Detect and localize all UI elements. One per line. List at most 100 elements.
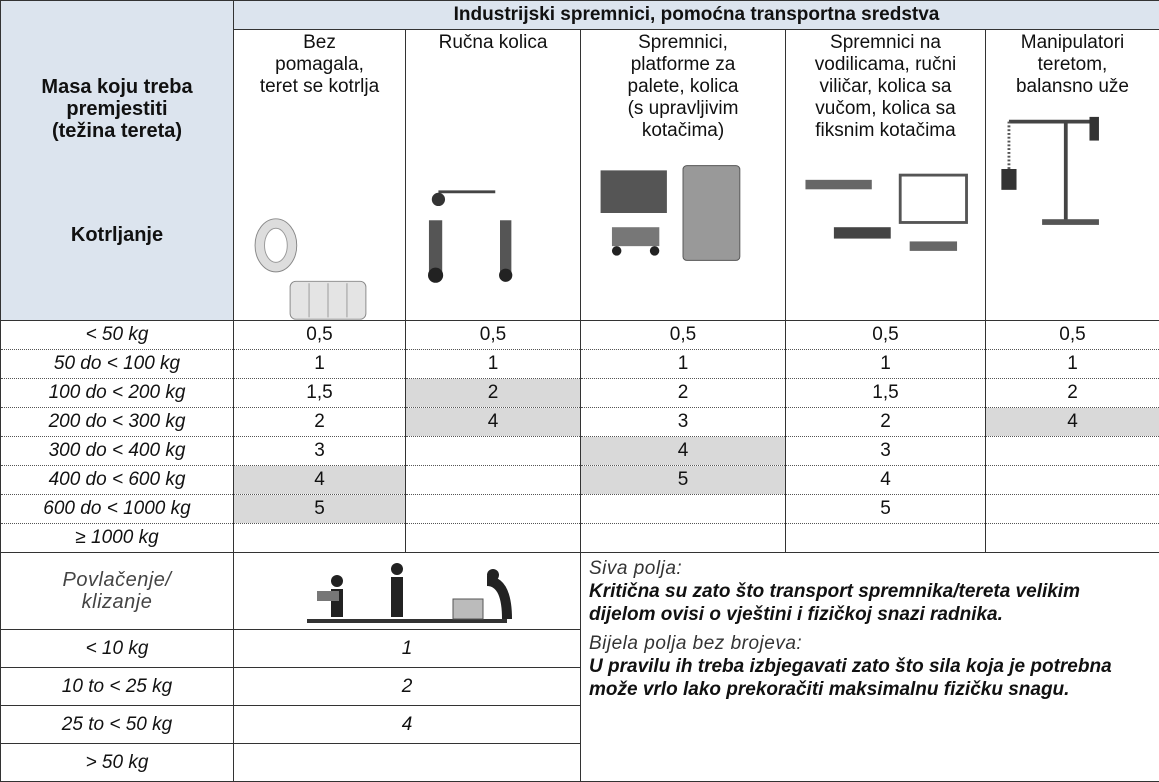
- column-header: Manipulatori teretom, balansno uže: [985, 29, 1159, 321]
- value-cell: [405, 436, 581, 466]
- value-cell: 0,5: [405, 320, 581, 350]
- value-cell: 4: [405, 407, 581, 437]
- group-row: Masa koju treba premjestiti (težina tere…: [0, 0, 1159, 321]
- value-cell: 4: [785, 465, 986, 495]
- row-sublabel: Kotrljanje: [70, 223, 164, 246]
- note-heading: Bijela polja bez brojeva:: [589, 633, 803, 654]
- row-label: < 50 kg: [0, 320, 234, 350]
- value-cell: [580, 523, 786, 553]
- value-cell: [785, 523, 986, 553]
- rolling-row: 600 do < 1000 kg 5 5: [0, 494, 1159, 524]
- equipment-icon: [428, 190, 513, 283]
- value-cell: 0,5: [233, 320, 406, 350]
- value-cell: [985, 436, 1159, 466]
- value-cell: 3: [580, 407, 786, 437]
- value-cell: [233, 743, 581, 782]
- column-header: Bez pomagala, teret se kotrlja: [233, 29, 406, 321]
- row-label: 200 do < 300 kg: [0, 407, 234, 437]
- note-text: Kritična su zato što transport spremnika…: [589, 581, 1080, 625]
- equipment-icon: [1001, 116, 1099, 225]
- value-cell: 0,5: [985, 320, 1159, 350]
- row-label: 25 to < 50 kg: [0, 705, 234, 744]
- value-cell: 4: [233, 705, 581, 744]
- row-label: Masa koju treba premjestiti (težina tere…: [41, 75, 193, 142]
- rolling-row: 400 do < 600 kg 4 5 4: [0, 465, 1159, 495]
- column-header-text: Spremnici na vodilicama, ručni viličar, …: [814, 32, 957, 141]
- value-cell: 1,5: [233, 378, 406, 408]
- value-cell: 4: [233, 465, 406, 495]
- value-cell: [405, 465, 581, 495]
- row-label: 50 do < 100 kg: [0, 349, 234, 379]
- equipment-icon: [600, 165, 741, 261]
- value-cell: 2: [580, 378, 786, 408]
- row-label: < 10 kg: [0, 629, 234, 668]
- pulling-row: 25 to < 50 kg 4: [0, 705, 1159, 744]
- notes: Siva polja: Kritična su zato što transpor…: [580, 552, 1159, 782]
- rolling-row: < 50 kg 0,5 0,5 0,5 0,5 0,5: [0, 320, 1159, 350]
- column-header-text: Manipulatori teretom, balansno uže: [1015, 32, 1130, 97]
- value-cell: [985, 523, 1159, 553]
- value-cell: [580, 494, 786, 524]
- row-label: 600 do < 1000 kg: [0, 494, 234, 524]
- value-cell: 1: [405, 349, 581, 379]
- row-label: 300 do < 400 kg: [0, 436, 234, 466]
- column-header-text: Bez pomagala, teret se kotrlja: [259, 32, 380, 97]
- column-header: Spremnici, platforme za palete, kolica (…: [580, 29, 786, 321]
- note-heading: Siva polja:: [589, 558, 683, 579]
- rolling-row: ≥ 1000 kg: [0, 523, 1159, 553]
- rolling-row: 200 do < 300 kg 2 4 3 2 4: [0, 407, 1159, 437]
- value-cell: [985, 494, 1159, 524]
- value-cell: 1,5: [785, 378, 986, 408]
- value-cell: 1: [785, 349, 986, 379]
- row-label: ≥ 1000 kg: [0, 523, 234, 553]
- value-cell: 1: [233, 629, 581, 668]
- rolling-row: 100 do < 200 kg 1,5 2 2 1,5 2: [0, 378, 1159, 408]
- value-cell: 0,5: [580, 320, 786, 350]
- value-cell: 5: [785, 494, 986, 524]
- value-cell: 2: [985, 378, 1159, 408]
- rolling-row: 300 do < 400 kg 3 4 3: [0, 436, 1159, 466]
- equipment-icon: [804, 173, 968, 251]
- header-row: Bez pomagala, teret se kotrlja Ručna koli…: [1, 29, 1159, 321]
- value-cell: 0,5: [785, 320, 986, 350]
- pulling-row: 10 to < 25 kg 2: [0, 667, 1159, 706]
- rolling-row: 50 do < 100 kg 1 1 1 1 1: [0, 349, 1159, 379]
- column-header-text: Ručna kolica: [438, 32, 548, 53]
- column-header-text: Spremnici, platforme za palete, kolica (…: [627, 32, 739, 141]
- pulling-row: < 10 kg 1: [0, 629, 1159, 668]
- value-cell: [405, 523, 581, 553]
- pulling-icons: [233, 552, 581, 630]
- column-header: Ručna kolica: [405, 29, 581, 321]
- value-cell: 4: [580, 436, 786, 466]
- value-cell: 1: [580, 349, 786, 379]
- row-label: > 50 kg: [0, 743, 234, 782]
- value-cell: [405, 494, 581, 524]
- row-label: 100 do < 200 kg: [0, 378, 234, 408]
- pulling-title: Povlačenje/ klizanje: [0, 552, 234, 630]
- value-cell: 2: [405, 378, 581, 408]
- value-cell: 2: [233, 407, 406, 437]
- pulling-icon: [307, 563, 512, 623]
- row-label: 10 to < 25 kg: [0, 667, 234, 706]
- value-cell: 5: [233, 494, 406, 524]
- equipment-icon: [254, 218, 367, 320]
- value-cell: 3: [233, 436, 406, 466]
- value-cell: 2: [785, 407, 986, 437]
- pulling-header-row: Povlačenje/ klizanje Siva polja: Kritična …: [0, 552, 1159, 782]
- value-cell: 4: [985, 407, 1159, 437]
- group-title: Industrijski spremnici, pomoćna transpor…: [233, 0, 1159, 30]
- column-header: Spremnici na vodilicama, ručni viličar, …: [785, 29, 986, 321]
- value-cell: [233, 523, 406, 553]
- value-cell: 2: [233, 667, 581, 706]
- note-text: U pravilu ih treba izbjegavati zato što …: [589, 656, 1112, 700]
- value-cell: 1: [233, 349, 406, 379]
- value-cell: [985, 465, 1159, 495]
- value-cell: 5: [580, 465, 786, 495]
- row-label-cell: Masa koju treba premjestiti (težina tere…: [0, 0, 234, 321]
- value-cell: 3: [785, 436, 986, 466]
- pulling-row: > 50 kg: [0, 743, 1159, 782]
- row-label: 400 do < 600 kg: [0, 465, 234, 495]
